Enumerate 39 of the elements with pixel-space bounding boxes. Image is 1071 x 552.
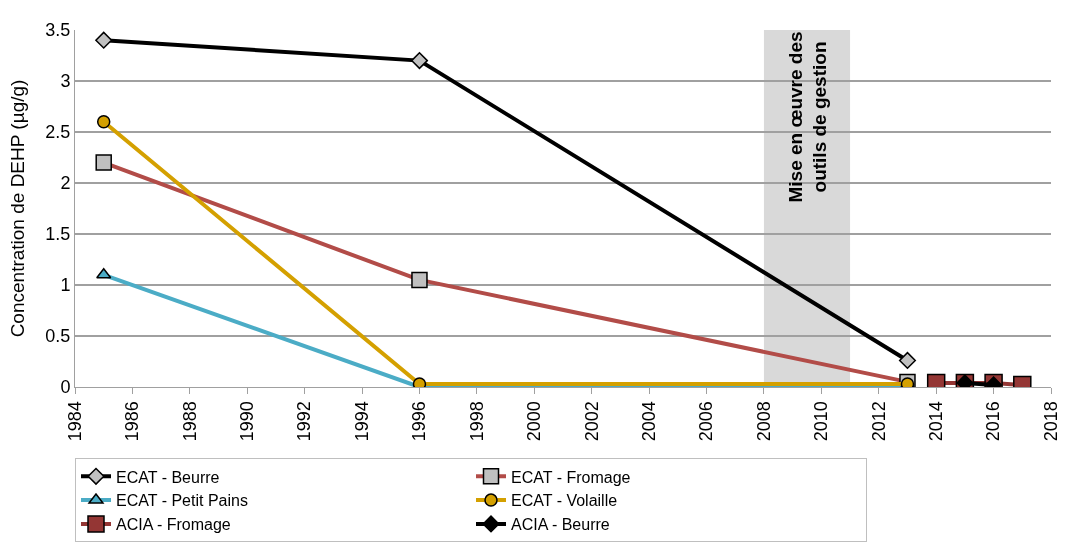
point: [95, 154, 112, 171]
x-tick-label: 1990: [237, 401, 258, 442]
legend-label: ECAT - Fromage: [511, 468, 631, 486]
x-tick-label: 1984: [64, 401, 85, 442]
x-tick-label: 1994: [351, 401, 372, 442]
x-tick-label: 2010: [811, 401, 832, 442]
legend-label: ECAT - Beurre: [116, 468, 220, 486]
x-tick-label: 1992: [294, 401, 315, 442]
point: [410, 52, 429, 70]
y-axis-title: Concentration de DEHP (µg/g): [7, 79, 29, 338]
y-tick-label: 3: [60, 71, 71, 92]
x-tick-label: 2006: [696, 401, 717, 442]
y-tick-label: 0: [60, 377, 71, 398]
x-tick-label: 2012: [868, 401, 889, 442]
x-tick-label: 1988: [179, 401, 200, 442]
x-tick-label: 2014: [926, 401, 947, 442]
x-tick-label: 2002: [581, 401, 602, 442]
x-tick-label: 1998: [466, 401, 487, 442]
legend-label: ACIA - Fromage: [116, 516, 231, 534]
y-tick-label: 1: [60, 275, 71, 296]
x-tick-label: 2018: [1040, 401, 1061, 442]
point: [96, 115, 111, 129]
x-tick-label: 2008: [753, 401, 774, 442]
x-tick-label: 2004: [638, 401, 659, 442]
x-tick-label: 1986: [122, 401, 143, 442]
band-label: Mise en œuvre des outils de gestion: [784, 31, 831, 203]
y-tick-label: 1.5: [45, 224, 71, 245]
x-tick-label: 2016: [983, 401, 1004, 442]
legend-label: ECAT - Volaille: [511, 492, 618, 510]
y-tick-label: 2: [60, 173, 71, 194]
x-tick-label: 2000: [524, 401, 545, 442]
y-tick-label: 0.5: [45, 326, 71, 347]
point: [411, 271, 428, 289]
legend-label: ECAT - Petit Pains: [116, 492, 248, 510]
y-tick-label: 2.5: [45, 122, 71, 143]
legend-label: ACIA - Beurre: [511, 516, 610, 534]
point: [95, 31, 113, 49]
x-tick-label: 1996: [409, 401, 430, 442]
y-tick-label: 3.5: [45, 20, 71, 41]
